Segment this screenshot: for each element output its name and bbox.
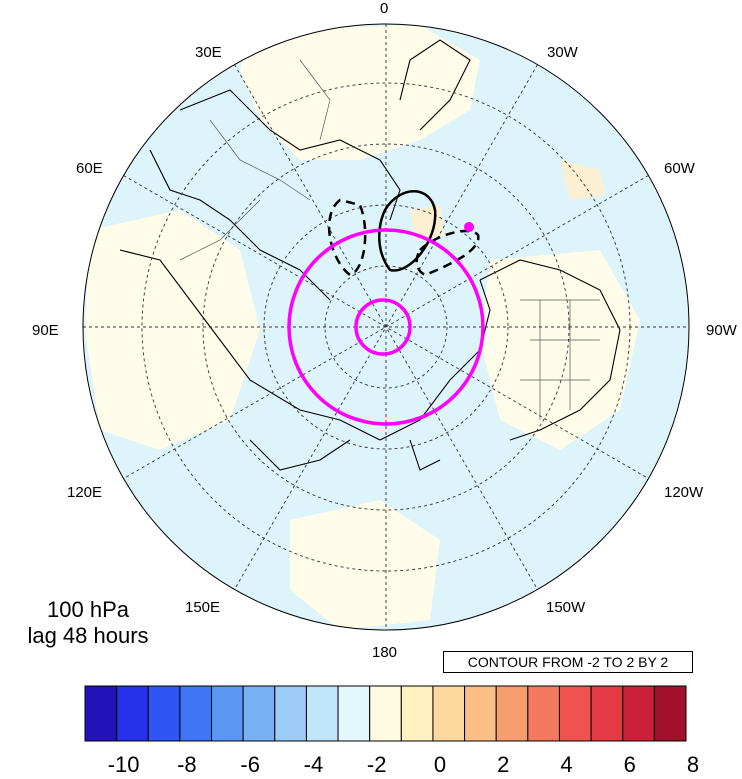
colorbar-tick-label: -4 <box>303 752 324 777</box>
colorbar-swatch <box>116 685 149 742</box>
colorbar-swatch <box>622 685 655 742</box>
lon-label-30w: 30W <box>547 44 578 61</box>
colorbar-swatch <box>147 685 181 742</box>
lon-label-60e: 60E <box>76 160 103 177</box>
anomaly-patch-asia <box>85 210 260 450</box>
contour-negative-1 <box>327 198 367 277</box>
colorbar-swatch <box>84 685 118 742</box>
colorbar-tick-label: 0 <box>433 752 447 777</box>
lon-label-0: 0 <box>380 0 389 17</box>
colorbar-tick-label: 6 <box>623 752 636 777</box>
anomaly-patch-pacific <box>290 500 440 630</box>
magenta-ring-inner <box>354 298 412 356</box>
coastlines <box>119 39 621 471</box>
lon-label-90w: 90W <box>706 322 737 339</box>
contour-negative-2 <box>415 229 480 277</box>
colorbar-tick-label: -10 <box>107 752 140 777</box>
contour-note: CONTOUR FROM -2 TO 2 BY 2 <box>443 651 693 673</box>
lon-label-30e: 30E <box>195 44 222 61</box>
colorbar-swatch <box>305 685 339 742</box>
graticule <box>83 24 689 630</box>
lon-label-90e: 90E <box>32 322 59 339</box>
colorbar-tick-label: 2 <box>497 752 510 777</box>
colorbar-swatch <box>400 685 434 742</box>
colorbar-swatch <box>495 685 529 742</box>
level-label: 100 hPa <box>47 597 129 622</box>
colorbar-swatch <box>337 685 371 742</box>
colorbar-swatch <box>211 685 244 742</box>
colorbar-tick-label: -6 <box>240 752 260 777</box>
lon-label-120e: 120E <box>67 484 103 501</box>
lon-label-60w: 60W <box>664 160 695 177</box>
contour-lines <box>327 190 480 277</box>
colorbar-tick-label: -8 <box>177 752 197 777</box>
colorbar-tick-label: 8 <box>686 752 700 777</box>
colorbar-swatch <box>179 685 213 742</box>
colorbar <box>84 685 687 742</box>
map-border <box>82 23 690 631</box>
lon-label-150e: 150E <box>185 599 221 616</box>
colorbar-swatch <box>369 685 402 742</box>
contour-positive-1 <box>378 190 437 272</box>
colorbar-swatch <box>242 685 276 742</box>
lag-label: lag 48 hours <box>27 623 149 648</box>
borders <box>179 59 600 420</box>
anomaly-patch-europe <box>240 25 480 160</box>
anomaly-patch-atlantic <box>560 160 605 200</box>
lon-label-150w: 150W <box>546 599 586 616</box>
colorbar-swatch <box>558 685 592 742</box>
colorbar-swatch <box>590 685 624 742</box>
colorbar-swatch <box>432 685 466 742</box>
magenta-marker <box>464 222 474 232</box>
colorbar-swatch <box>464 685 497 742</box>
lon-label-120w: 120W <box>664 484 704 501</box>
colorbar-swatch <box>653 685 687 742</box>
colorbar-tick-label: -2 <box>366 752 387 777</box>
magenta-ring-outer <box>287 228 485 426</box>
colorbar-swatch <box>527 685 560 742</box>
lon-label-180: 180 <box>372 644 398 661</box>
colorbar-tick-label: 4 <box>560 752 573 777</box>
colorbar-swatch <box>274 685 307 742</box>
